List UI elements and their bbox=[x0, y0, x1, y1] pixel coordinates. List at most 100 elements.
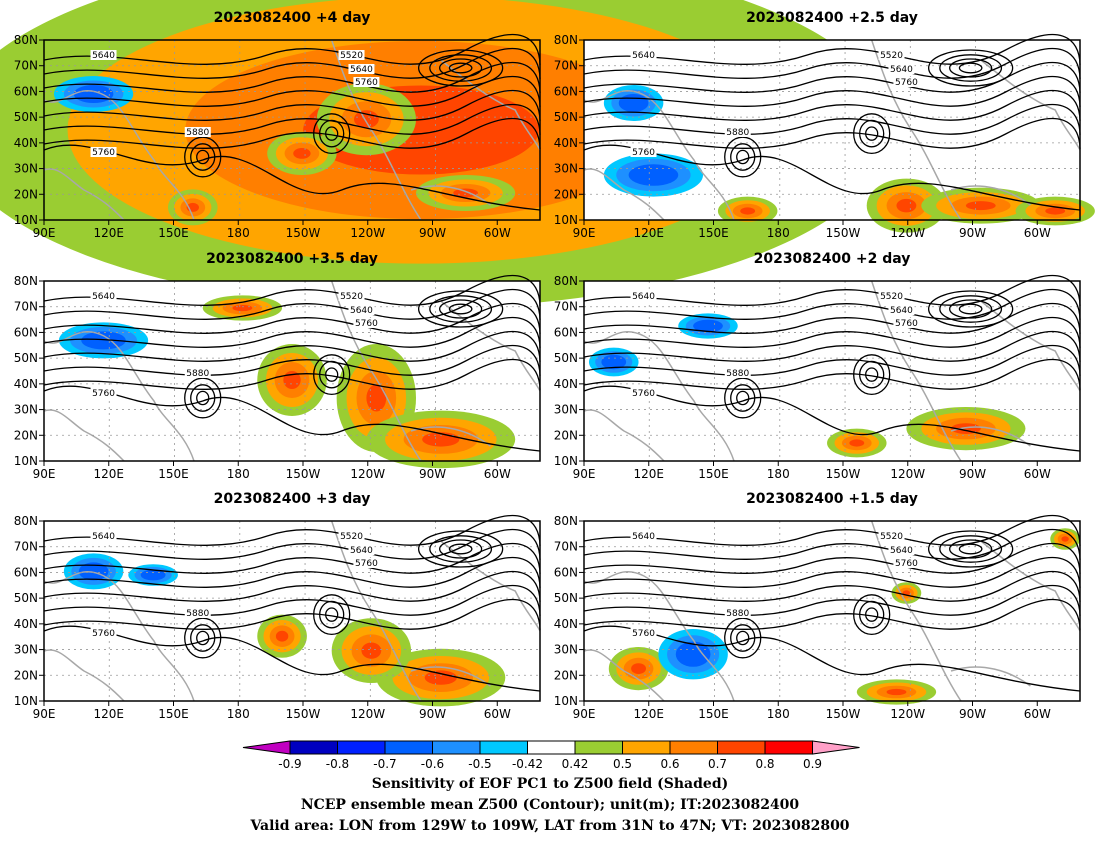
y-tick-label: 80N bbox=[14, 514, 38, 528]
contour-label: 5640 bbox=[632, 51, 655, 61]
shading-patch bbox=[424, 670, 457, 685]
shading-patch bbox=[78, 562, 109, 581]
contour-line bbox=[583, 585, 1081, 617]
contour-line bbox=[583, 571, 1081, 603]
shading-patch bbox=[693, 319, 723, 333]
contour-label-bg bbox=[184, 368, 211, 378]
y-tick-label: 20N bbox=[554, 187, 578, 201]
contour-line bbox=[948, 58, 993, 78]
contour-label: 5520 bbox=[340, 51, 363, 61]
colorbar-tick-label: 0.5 bbox=[613, 757, 632, 771]
shading-patch bbox=[1061, 536, 1069, 542]
contour-line bbox=[939, 54, 1003, 82]
contour-line bbox=[190, 384, 216, 412]
y-tick-label: 20N bbox=[14, 668, 38, 682]
contour-line bbox=[927, 530, 1014, 568]
x-tick-label: 60W bbox=[484, 467, 511, 481]
shading-patch bbox=[618, 94, 649, 112]
contour-line bbox=[583, 104, 1081, 136]
contour-line bbox=[325, 367, 339, 382]
contour-label-bg bbox=[184, 608, 211, 618]
contour-label-bg bbox=[353, 77, 380, 87]
contour-label-bg bbox=[888, 305, 915, 315]
contour-line bbox=[730, 143, 756, 171]
contour-label: 5880 bbox=[186, 609, 209, 619]
contour-line bbox=[319, 360, 345, 389]
y-tick-label: 10N bbox=[14, 213, 38, 227]
contour-line bbox=[865, 126, 879, 141]
contour-label-bg bbox=[353, 558, 380, 568]
y-tick-label: 10N bbox=[554, 454, 578, 468]
coastline bbox=[583, 330, 735, 462]
x-tick-label: 60W bbox=[1024, 707, 1051, 721]
contour-label-bg bbox=[90, 50, 117, 60]
contour-line bbox=[583, 289, 1081, 321]
map-panel: 5640 5520 5640 5760 5760 5880 90E 120E 150E 180 15… bbox=[554, 274, 1081, 481]
x-tick-label: 120E bbox=[94, 467, 125, 481]
y-tick-label: 50N bbox=[14, 351, 38, 365]
shading-patch bbox=[73, 85, 114, 103]
y-tick-label: 30N bbox=[554, 643, 578, 657]
contour-label-bg bbox=[630, 291, 657, 301]
contour-line bbox=[736, 149, 750, 165]
contour-label-bg bbox=[724, 608, 751, 618]
contour-line bbox=[319, 600, 345, 629]
coastline bbox=[440, 540, 541, 632]
colorbar-tick-label: -0.5 bbox=[468, 757, 491, 771]
contour-line bbox=[43, 90, 541, 122]
contour-label-bg bbox=[893, 77, 920, 87]
contour-label: 5760 bbox=[355, 319, 378, 329]
contour-line bbox=[319, 119, 345, 148]
coastline bbox=[583, 570, 735, 702]
y-tick-label: 10N bbox=[14, 454, 38, 468]
contour-line bbox=[724, 377, 762, 419]
shading-patch bbox=[849, 439, 865, 447]
contour-line bbox=[43, 48, 541, 80]
contour-label: 5640 bbox=[92, 292, 115, 302]
coastline bbox=[410, 426, 491, 447]
y-tick-label: 50N bbox=[554, 351, 578, 365]
x-tick-label: 60W bbox=[1024, 226, 1051, 240]
contour-line bbox=[184, 377, 222, 419]
contour-label: 5640 bbox=[350, 306, 373, 316]
contour-line bbox=[865, 367, 879, 382]
panel-title: 2023082400 +2 day bbox=[754, 251, 911, 267]
contour-line bbox=[583, 62, 1081, 94]
contour-line bbox=[43, 317, 541, 349]
x-tick-label: 150W bbox=[286, 707, 321, 721]
y-tick-label: 70N bbox=[14, 540, 38, 554]
contour-line bbox=[43, 331, 541, 363]
shading-patch bbox=[896, 198, 917, 213]
y-tick-label: 20N bbox=[554, 428, 578, 442]
coastline bbox=[980, 540, 1081, 632]
x-tick-label: 120W bbox=[350, 707, 385, 721]
contour-line bbox=[43, 345, 541, 377]
contour-label: 5520 bbox=[340, 532, 363, 542]
y-tick-label: 40N bbox=[554, 377, 578, 391]
contour-line bbox=[43, 529, 541, 561]
x-tick-label: 150E bbox=[698, 226, 729, 240]
contour-line bbox=[325, 126, 339, 141]
colorbar-swatch bbox=[764, 740, 813, 755]
x-tick-label: 150W bbox=[286, 467, 321, 481]
contour-line bbox=[43, 557, 541, 589]
contour-label: 5760 bbox=[92, 629, 115, 639]
plot-frame bbox=[43, 280, 541, 462]
contour-line bbox=[448, 62, 473, 74]
plot-frame bbox=[583, 39, 1081, 221]
contour-label: 5880 bbox=[186, 128, 209, 138]
shading-patch bbox=[354, 110, 379, 129]
map-panel: 5640 5520 5640 5760 5760 5880 90E 120E 150E 180 15… bbox=[14, 274, 541, 481]
contour-label-bg bbox=[878, 50, 905, 60]
contour-line bbox=[939, 295, 1003, 323]
contour-label: 5760 bbox=[355, 78, 378, 88]
coastline bbox=[43, 89, 195, 221]
contour-label-bg bbox=[348, 305, 375, 315]
coastline bbox=[583, 409, 665, 462]
contour-line bbox=[448, 543, 473, 555]
y-tick-label: 50N bbox=[554, 591, 578, 605]
contour-label-bg bbox=[338, 531, 365, 541]
contour-line bbox=[583, 345, 1081, 377]
contour-label-bg bbox=[878, 291, 905, 301]
x-tick-label: 90E bbox=[33, 707, 56, 721]
